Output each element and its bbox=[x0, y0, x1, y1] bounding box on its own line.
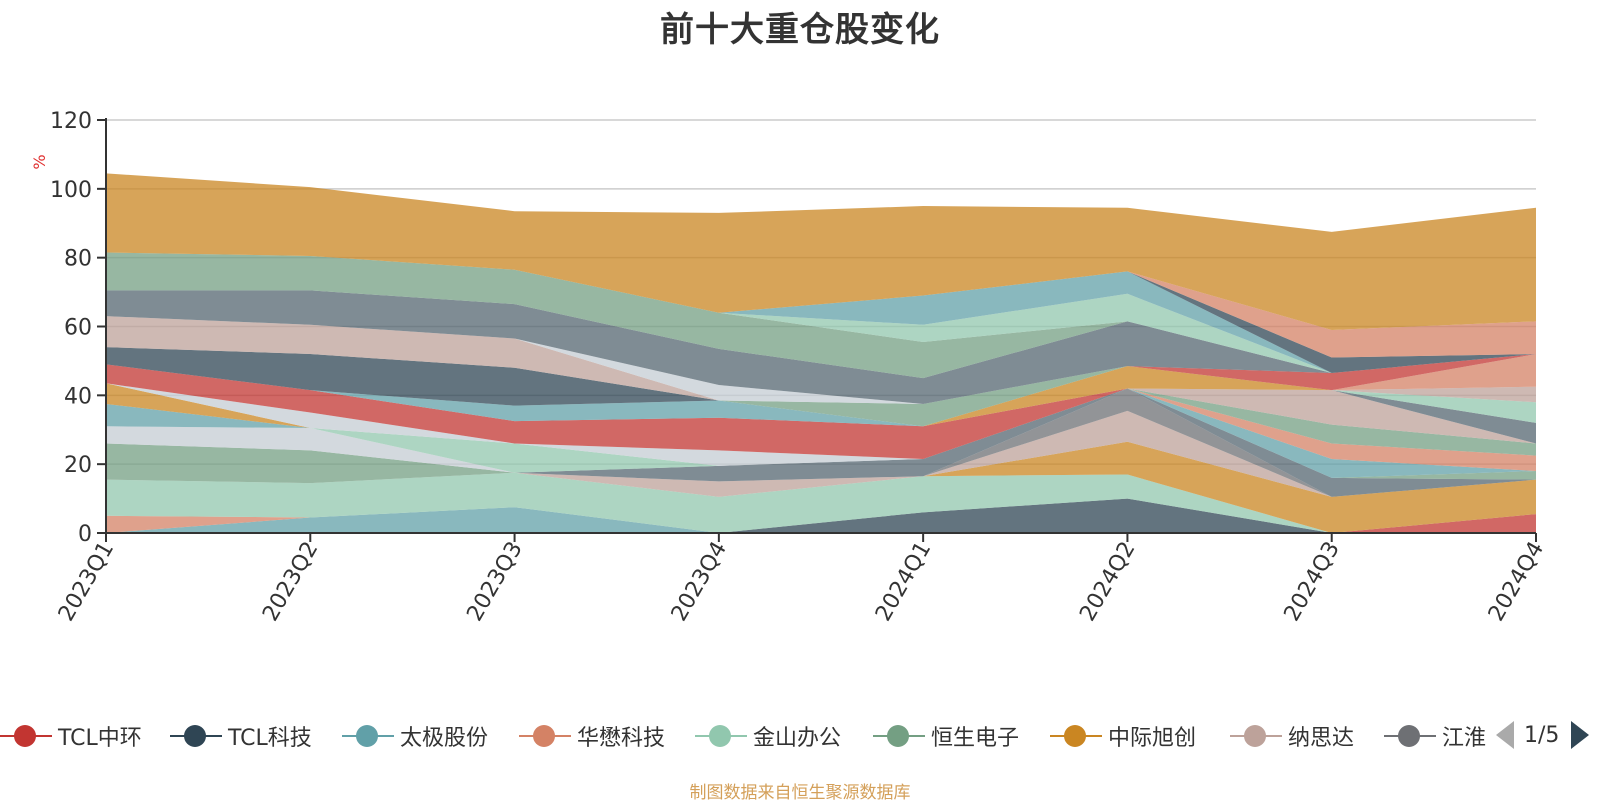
legend-pager: 1/5 bbox=[1496, 717, 1590, 753]
legend-marker-icon bbox=[695, 718, 747, 754]
x-tick-label: 2023Q2 bbox=[258, 538, 323, 626]
legend-item[interactable]: 华懋科技 bbox=[519, 718, 665, 754]
legend-item[interactable]: TCL科技 bbox=[170, 718, 312, 754]
triangle-right-icon[interactable] bbox=[1571, 721, 1590, 749]
x-tick-label: 2024Q4 bbox=[1484, 538, 1549, 626]
area-series-14[interactable] bbox=[106, 388, 1536, 478]
legend-marker-icon bbox=[1384, 718, 1436, 754]
legend-marker-icon bbox=[0, 718, 52, 754]
legend-label: 江淮 bbox=[1442, 726, 1487, 751]
legend-item[interactable]: 太极股份 bbox=[342, 718, 488, 754]
y-tick-label: 20 bbox=[64, 453, 92, 478]
area-series-18[interactable] bbox=[106, 383, 1536, 460]
area-series-12[interactable] bbox=[106, 388, 1536, 480]
area-series-22[interactable] bbox=[106, 364, 1536, 427]
y-axis-unit: % bbox=[30, 154, 49, 169]
area-series-2[interactable] bbox=[106, 498, 1536, 533]
y-tick-label: 120 bbox=[50, 109, 92, 134]
legend-marker-icon bbox=[342, 718, 394, 754]
x-tick-label: 2024Q3 bbox=[1280, 538, 1345, 626]
legend-marker-icon bbox=[170, 718, 222, 754]
area-series-19[interactable] bbox=[106, 364, 1536, 460]
legend-label: 恒生电子 bbox=[931, 726, 1020, 751]
triangle-left-icon[interactable] bbox=[1496, 721, 1514, 749]
legend-item[interactable]: TCL中环 bbox=[0, 718, 142, 754]
area-series-36[interactable] bbox=[106, 252, 1536, 358]
area-series-1[interactable] bbox=[106, 514, 1536, 533]
legend-label: TCL中环 bbox=[58, 726, 142, 751]
legend-item[interactable]: 金山办公 bbox=[695, 718, 841, 754]
legend-page-indicator: 1/5 bbox=[1524, 722, 1560, 748]
source-note: 制图数据来自恒生聚源数据库 bbox=[689, 783, 911, 803]
legend-item[interactable]: 中际旭创 bbox=[1050, 718, 1196, 754]
legend-label: TCL科技 bbox=[228, 726, 312, 751]
legend-marker-icon bbox=[1230, 718, 1282, 754]
area-series-23[interactable] bbox=[106, 347, 1536, 427]
area-series-20[interactable] bbox=[106, 364, 1536, 444]
legend-label: 金山办公 bbox=[753, 726, 842, 751]
area-series-32[interactable] bbox=[106, 252, 1536, 379]
area-series-5[interactable] bbox=[106, 472, 1536, 533]
x-tick-label: 2023Q3 bbox=[462, 538, 527, 626]
y-tick-label: 80 bbox=[64, 247, 92, 272]
stacked-areas bbox=[106, 173, 1536, 533]
area-series-10[interactable] bbox=[106, 388, 1536, 497]
legend-marker-icon bbox=[519, 718, 571, 754]
legend-item[interactable]: 纳思达 bbox=[1230, 718, 1354, 754]
area-series-27[interactable] bbox=[106, 316, 1536, 427]
x-tick-label: 2023Q4 bbox=[667, 538, 732, 626]
legend-label: 太极股份 bbox=[400, 726, 489, 751]
area-series-37[interactable] bbox=[106, 173, 1536, 330]
legend-marker-icon bbox=[1050, 718, 1102, 754]
legend: TCL中环 TCL科技 太极股份 华懋科技 金山办公 恒生电子 中际旭创 纳思达 江淮 bbox=[0, 718, 1600, 754]
chart-title: 前十大重仓股变化 bbox=[660, 10, 940, 50]
area-series-6[interactable] bbox=[106, 443, 1536, 533]
y-tick-label: 0 bbox=[78, 522, 92, 547]
legend-label: 中际旭创 bbox=[1108, 726, 1197, 751]
x-tick-label: 2023Q1 bbox=[54, 538, 119, 626]
area-series-8[interactable] bbox=[106, 410, 1536, 497]
area-series-25[interactable] bbox=[106, 347, 1536, 427]
legend-item[interactable]: 恒生电子 bbox=[873, 718, 1019, 754]
area-series-7[interactable] bbox=[106, 441, 1536, 533]
area-series-34[interactable] bbox=[106, 252, 1536, 373]
legend-label: 纳思达 bbox=[1288, 726, 1355, 751]
area-series-35[interactable] bbox=[106, 252, 1536, 373]
x-tick-label: 2024Q2 bbox=[1075, 538, 1140, 626]
area-series-26[interactable] bbox=[106, 316, 1536, 427]
legend-label: 华懋科技 bbox=[577, 726, 666, 751]
area-series-3[interactable] bbox=[106, 498, 1536, 533]
y-tick-label: 100 bbox=[50, 178, 92, 203]
x-tick-label: 2024Q1 bbox=[871, 538, 936, 626]
area-series-31[interactable] bbox=[106, 290, 1536, 404]
area-series-17[interactable] bbox=[106, 383, 1536, 472]
legend-item[interactable]: 江淮 bbox=[1384, 718, 1486, 754]
legend-marker-icon bbox=[873, 718, 925, 754]
area-series-16[interactable] bbox=[106, 383, 1536, 472]
y-tick-label: 40 bbox=[64, 384, 92, 409]
y-tick-label: 60 bbox=[64, 316, 92, 341]
